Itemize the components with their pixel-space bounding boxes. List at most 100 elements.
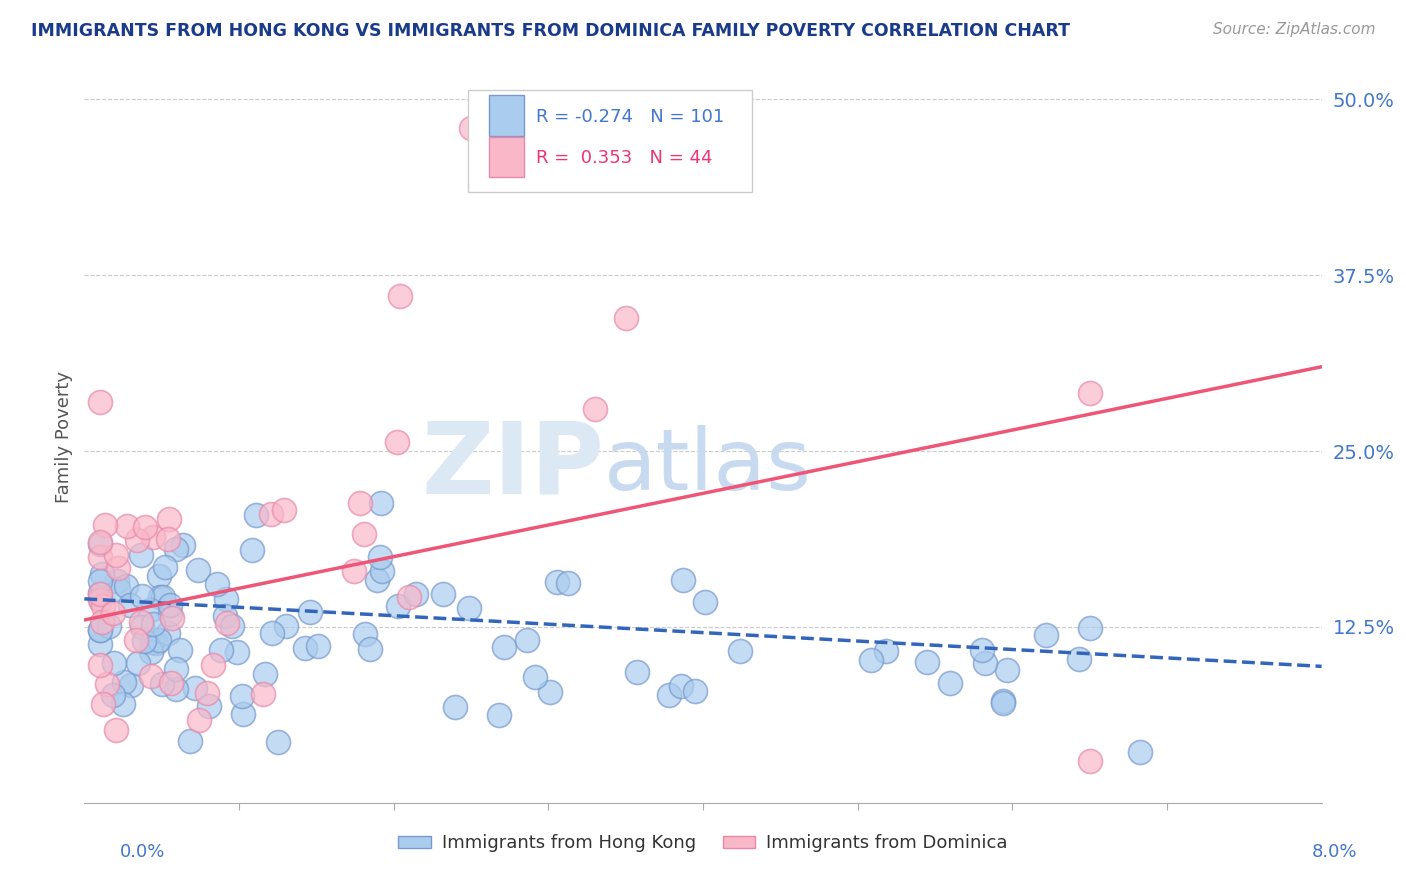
Point bbox=[89, 593, 111, 607]
Point bbox=[165, 681, 187, 696]
Point bbox=[366, 573, 388, 587]
Point bbox=[444, 700, 467, 714]
Point bbox=[875, 644, 897, 658]
Point bbox=[172, 538, 194, 552]
Point bbox=[353, 627, 375, 641]
Point bbox=[107, 561, 129, 575]
Point bbox=[101, 688, 124, 702]
Point bbox=[387, 599, 409, 613]
Point bbox=[991, 694, 1014, 708]
Point bbox=[91, 697, 114, 711]
Point bbox=[129, 548, 152, 562]
Point bbox=[89, 395, 111, 409]
Point bbox=[209, 643, 232, 657]
Point bbox=[232, 706, 254, 721]
Point bbox=[693, 595, 716, 609]
Point bbox=[658, 688, 681, 702]
Point bbox=[915, 655, 938, 669]
Point bbox=[371, 564, 394, 578]
FancyBboxPatch shape bbox=[468, 90, 752, 192]
Point bbox=[1067, 652, 1090, 666]
Point bbox=[240, 543, 263, 558]
Point bbox=[398, 590, 420, 604]
Point bbox=[524, 670, 547, 684]
Point bbox=[385, 434, 408, 449]
Point bbox=[669, 679, 692, 693]
Point bbox=[1078, 621, 1101, 635]
Point bbox=[159, 607, 181, 621]
Point bbox=[89, 658, 111, 673]
Point bbox=[273, 503, 295, 517]
Point bbox=[221, 619, 243, 633]
Point bbox=[252, 687, 274, 701]
Point bbox=[142, 531, 165, 545]
Point bbox=[205, 577, 228, 591]
Text: Source: ZipAtlas.com: Source: ZipAtlas.com bbox=[1212, 22, 1375, 37]
Point bbox=[139, 645, 162, 659]
Point bbox=[160, 611, 183, 625]
Point bbox=[89, 586, 111, 600]
Point bbox=[859, 653, 882, 667]
Point bbox=[115, 579, 138, 593]
Point bbox=[245, 508, 267, 523]
Point bbox=[89, 624, 111, 638]
Point bbox=[127, 656, 149, 670]
Point bbox=[388, 289, 411, 303]
Point bbox=[156, 532, 179, 546]
Point bbox=[294, 640, 316, 655]
Point bbox=[626, 665, 648, 679]
Point bbox=[139, 603, 162, 617]
Point bbox=[614, 310, 637, 325]
Point bbox=[89, 549, 111, 564]
Point bbox=[103, 656, 125, 670]
Point bbox=[89, 536, 111, 550]
Point bbox=[1035, 628, 1057, 642]
Point bbox=[90, 615, 112, 630]
Point bbox=[107, 582, 129, 596]
Point bbox=[148, 569, 170, 583]
Point bbox=[165, 541, 187, 556]
Point bbox=[105, 548, 128, 562]
Point bbox=[1128, 745, 1150, 759]
Point bbox=[142, 617, 165, 632]
Point bbox=[145, 636, 167, 650]
Point bbox=[91, 567, 114, 582]
FancyBboxPatch shape bbox=[489, 95, 523, 136]
Point bbox=[152, 590, 174, 604]
Point bbox=[94, 517, 117, 532]
Point bbox=[134, 520, 156, 534]
Point bbox=[141, 669, 163, 683]
Point bbox=[101, 606, 124, 620]
Point bbox=[583, 401, 606, 416]
Point bbox=[231, 689, 253, 703]
Point bbox=[120, 598, 142, 612]
Point bbox=[156, 626, 179, 640]
Text: atlas: atlas bbox=[605, 425, 813, 508]
Point bbox=[198, 698, 221, 713]
Point bbox=[494, 640, 516, 655]
Legend: Immigrants from Hong Kong, Immigrants from Dominica: Immigrants from Hong Kong, Immigrants fr… bbox=[391, 827, 1015, 860]
Point bbox=[89, 574, 111, 589]
Point bbox=[153, 560, 176, 574]
Point bbox=[1078, 385, 1101, 400]
Point bbox=[157, 511, 180, 525]
Point bbox=[187, 713, 209, 727]
Point bbox=[405, 587, 427, 601]
Point bbox=[488, 707, 510, 722]
Point bbox=[131, 589, 153, 603]
Point bbox=[89, 534, 111, 549]
Point bbox=[112, 674, 135, 689]
Point bbox=[939, 676, 962, 690]
Point bbox=[672, 573, 695, 587]
Point bbox=[267, 735, 290, 749]
Point bbox=[458, 600, 481, 615]
Point bbox=[538, 685, 561, 699]
Point bbox=[683, 684, 706, 698]
Point bbox=[89, 637, 111, 651]
Point bbox=[96, 676, 118, 690]
Y-axis label: Family Poverty: Family Poverty bbox=[55, 371, 73, 503]
Point bbox=[546, 575, 568, 590]
Point bbox=[359, 641, 381, 656]
Text: R =  0.353   N = 44: R = 0.353 N = 44 bbox=[536, 149, 713, 167]
Point bbox=[159, 599, 181, 613]
